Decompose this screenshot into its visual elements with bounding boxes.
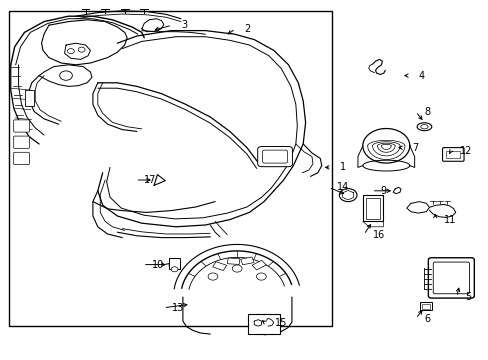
FancyBboxPatch shape [427,258,473,298]
FancyBboxPatch shape [14,152,29,165]
Text: 5: 5 [465,292,471,302]
Bar [9,11,331,326]
Circle shape [60,71,72,80]
Text: 14: 14 [337,182,349,192]
Text: 13: 13 [172,303,184,313]
FancyBboxPatch shape [442,148,463,161]
Bar [419,302,431,310]
Bar [251,260,265,270]
Bar [446,151,459,158]
Text: 3: 3 [181,20,187,30]
FancyBboxPatch shape [257,147,292,167]
Text: 11: 11 [443,215,455,225]
Circle shape [339,189,356,202]
Bar [421,304,429,309]
Bar [365,198,380,219]
FancyBboxPatch shape [432,262,468,294]
Text: 10: 10 [151,260,163,270]
Text: 16: 16 [372,230,384,240]
Circle shape [232,265,242,272]
Bar [240,257,253,265]
FancyBboxPatch shape [14,136,29,148]
Bar [227,258,239,265]
Text: 2: 2 [244,24,250,34]
Bar [25,90,34,106]
Circle shape [67,49,74,54]
FancyBboxPatch shape [262,150,287,163]
Circle shape [208,273,218,280]
Bar [212,262,226,270]
Text: 7: 7 [411,143,418,153]
Text: 4: 4 [417,71,424,81]
Bar [169,258,180,269]
Text: 17: 17 [144,175,156,185]
Circle shape [171,267,178,272]
FancyBboxPatch shape [14,120,29,132]
Text: 1: 1 [339,162,346,172]
Bar [362,195,383,221]
Circle shape [78,47,85,52]
Circle shape [256,273,265,280]
Text: 15: 15 [274,318,286,328]
Text: 9: 9 [380,186,386,196]
Text: 6: 6 [424,314,430,324]
Bar [248,314,280,334]
Text: 12: 12 [459,146,471,156]
Ellipse shape [420,125,427,129]
Ellipse shape [416,123,431,131]
Text: 8: 8 [424,107,430,117]
